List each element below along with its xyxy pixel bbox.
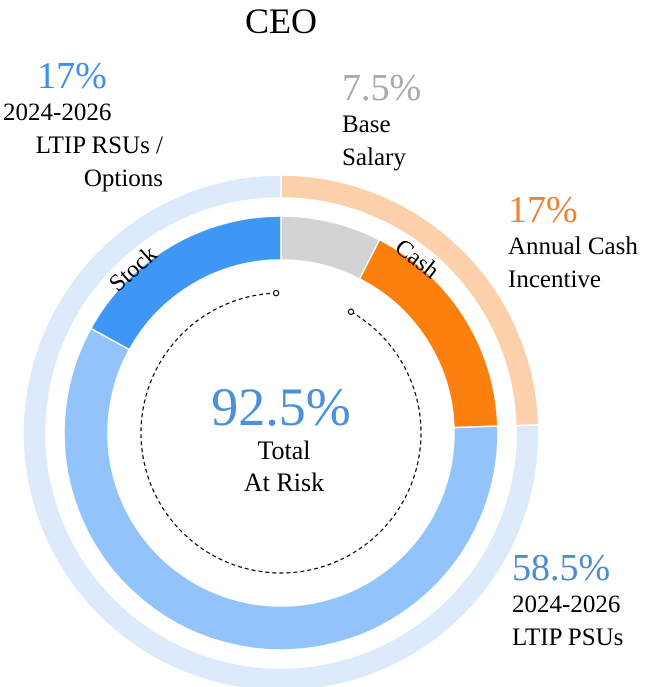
outer-ring	[22, 174, 540, 687]
outer-ring-slice-stock	[22, 174, 540, 687]
slice-description-line: Incentive	[508, 266, 601, 293]
slice-description-line: LTIP PSUs	[512, 624, 623, 651]
inner-ring-slice-2024-2026-ltip-rsus-options	[89, 215, 282, 351]
slice-label-2024-2026-ltip-rsus-options: 17%2024-2026 LTIP RSUs / Options	[3, 55, 163, 192]
slice-description-line: Base	[342, 111, 391, 138]
inner-ring-slice-2024-2026-ltip-psus	[63, 327, 499, 651]
slice-label-2024-2026-ltip-psus: 58.5%2024-2026 LTIP PSUs	[512, 547, 623, 651]
center-label-line2: At Risk	[244, 468, 324, 497]
center-value: 92.5%	[211, 377, 350, 437]
at-risk-arc-end-marker	[272, 289, 280, 297]
slice-description-line: Salary	[342, 144, 406, 171]
slice-label-base-salary: 7.5%Base Salary	[342, 67, 421, 171]
slice-percent-2024-2026-ltip-rsus-options: 17%	[37, 55, 107, 97]
inner-ring	[63, 215, 499, 651]
slice-description-line: 2024-2026	[512, 591, 620, 618]
slice-label-annual-cash-incentive: 17%Annual Cash Incentive	[508, 189, 638, 293]
slice-percent-annual-cash-incentive: 17%	[508, 189, 578, 231]
at-risk-arc	[140, 292, 422, 574]
at-risk-arc-start-marker	[347, 308, 355, 315]
center-label-line1: Total	[257, 436, 310, 465]
slice-percent-base-salary: 7.5%	[342, 67, 421, 109]
slice-description-line: Annual Cash	[508, 233, 638, 260]
chart-title: CEO	[245, 1, 317, 41]
slice-description-line: Options	[84, 165, 163, 192]
slice-description-line: LTIP RSUs /	[36, 132, 163, 159]
slice-description-line: 2024-2026	[3, 99, 111, 126]
slice-percent-2024-2026-ltip-psus: 58.5%	[512, 547, 610, 589]
